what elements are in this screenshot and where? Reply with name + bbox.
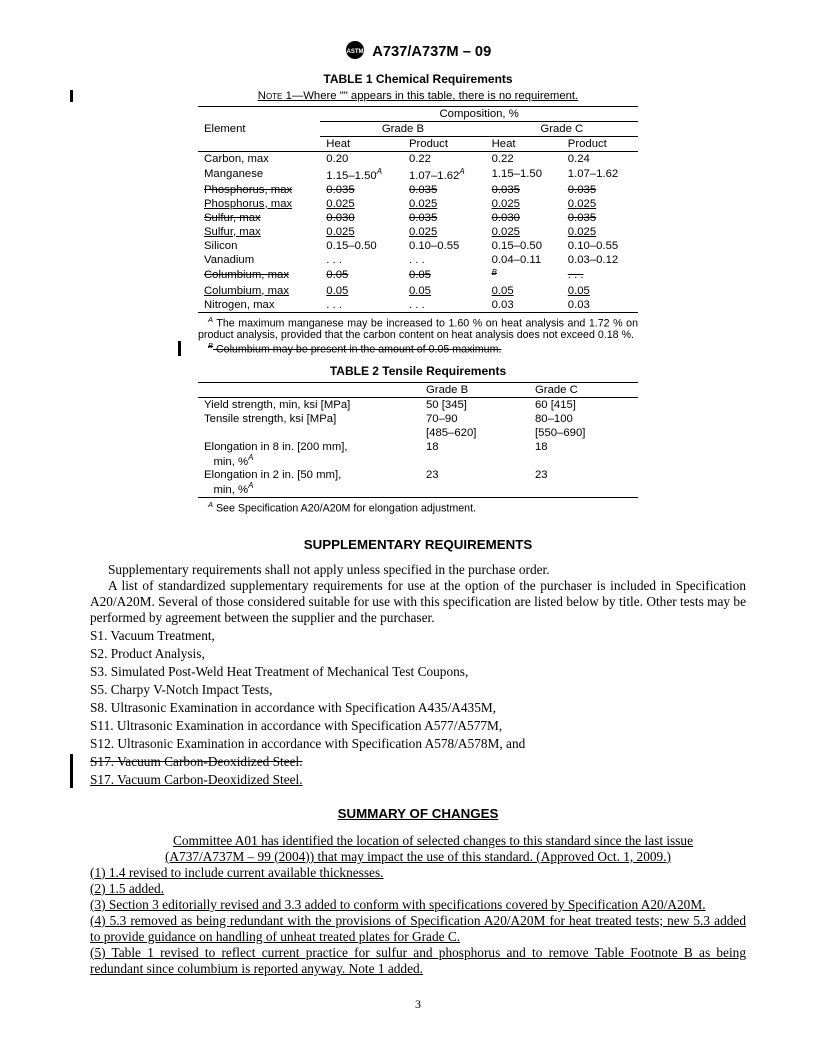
table-row-strike: Sulfur, max0.0300.0350.0300.035 [198, 211, 638, 225]
table1-note: Note 1—Where "" appears in this table, t… [198, 90, 638, 102]
table-row: Elongation in 2 in. [50 mm], min, %A2323 [198, 468, 638, 497]
list-item-strike: S17. Vacuum Carbon-Deoxidized Steel. [90, 754, 746, 770]
list-item: S8. Ultrasonic Examination in accordance… [90, 700, 746, 716]
summary-item: (5) Table 1 revised to reflect current p… [90, 945, 746, 977]
table-row: Yield strength, min, ksi [MPa]50 [345]60… [198, 397, 638, 412]
astm-logo: ASTM [345, 40, 365, 64]
list-item: S5. Charpy V-Notch Impact Tests, [90, 682, 746, 698]
table-row: Silicon0.15–0.500.10–0.550.15–0.500.10–0… [198, 239, 638, 253]
table1: Element Composition, % Grade B Grade C H… [198, 106, 638, 313]
list-item: S12. Ultrasonic Examination in accordanc… [90, 736, 746, 752]
table-row: Nitrogen, max. . .. . .0.030.03 [198, 298, 638, 313]
supp-heading: SUPPLEMENTARY REQUIREMENTS [90, 537, 746, 552]
th-gradeB: Grade B [320, 122, 485, 137]
th-heat-c: Heat [486, 137, 562, 152]
summary-item: (2) 1.5 added. [90, 881, 746, 897]
page-header: ASTM A737/A737M – 09 [90, 40, 746, 64]
th-composition: Composition, % [320, 107, 638, 122]
designation: A737/A737M – 09 [372, 44, 491, 60]
table-row-under: Columbium, max0.050.050.050.05 [198, 284, 638, 298]
th-prod-b: Product [403, 137, 486, 152]
table-row: Carbon, max0.200.220.220.24 [198, 152, 638, 167]
list-item: S11. Ultrasonic Examination in accordanc… [90, 718, 746, 734]
summary-item: (3) Section 3 editorially revised and 3.… [90, 897, 746, 913]
page-number: 3 [90, 997, 746, 1012]
table-row-strike: Columbium, max0.050.05B. . . [198, 267, 638, 284]
table2-caption: TABLE 2 Tensile Requirements [90, 364, 746, 378]
table1-footnotes: A The maximum manganese may be increased… [198, 315, 638, 356]
th-prod-c: Product [562, 137, 638, 152]
table1-caption: TABLE 1 Chemical Requirements [90, 72, 746, 86]
table2: Grade BGrade C Yield strength, min, ksi … [198, 382, 638, 499]
th-gradeC-2: Grade C [529, 382, 638, 397]
table-row: Tensile strength, ksi [MPa]70–9080–100 [198, 412, 638, 426]
table-row: Elongation in 8 in. [200 mm], min, %A181… [198, 440, 638, 469]
table-row-under: Sulfur, max0.0250.0250.0250.025 [198, 225, 638, 239]
table-row: Vanadium. . .. . .0.04–0.110.03–0.12 [198, 253, 638, 267]
table2-footnote: A See Specification A20/A20M for elongat… [198, 500, 638, 515]
summary-item: (4) 5.3 removed as being redundant with … [90, 913, 746, 945]
table-row: [485–620][550–690] [198, 426, 638, 440]
supp-para1: Supplementary requirements shall not app… [90, 562, 746, 578]
list-item-under: S17. Vacuum Carbon-Deoxidized Steel. [90, 772, 746, 788]
th-gradeB-2: Grade B [420, 382, 529, 397]
list-item: S2. Product Analysis, [90, 646, 746, 662]
footnote-a-t2: See Specification A20/A20M for elongatio… [213, 503, 476, 515]
list-item: S3. Simulated Post-Weld Heat Treatment o… [90, 664, 746, 680]
note-text: —Where "" appears in this table, there i… [292, 90, 578, 102]
summary-heading: SUMMARY OF CHANGES [90, 806, 746, 821]
summary-item: (1) 1.4 revised to include current avail… [90, 865, 746, 881]
summary-lead1: Committee A01 has identified the locatio… [90, 833, 746, 849]
list-item: S1. Vacuum Treatment, [90, 628, 746, 644]
table-row-strike: Phosphorus, max0.0350.0350.0350.035 [198, 183, 638, 197]
th-element: Element [198, 107, 320, 152]
svg-text:ASTM: ASTM [346, 49, 363, 55]
footnote-b-strike: Columbium may be present in the amount o… [213, 344, 501, 356]
table-row-under: Phosphorus, max0.0250.0250.0250.025 [198, 197, 638, 211]
table-row: Manganese1.15–1.50A1.07–1.62A1.15–1.501.… [198, 166, 638, 183]
summary-lead2: (A737/A737M – 99 (2004)) that may impact… [90, 849, 746, 865]
note-label: Note [258, 90, 283, 102]
footnote-a: The maximum manganese may be increased t… [198, 317, 638, 341]
th-gradeC: Grade C [486, 122, 638, 137]
th-heat-b: Heat [320, 137, 403, 152]
supp-para2: A list of standardized supplementary req… [90, 578, 746, 626]
